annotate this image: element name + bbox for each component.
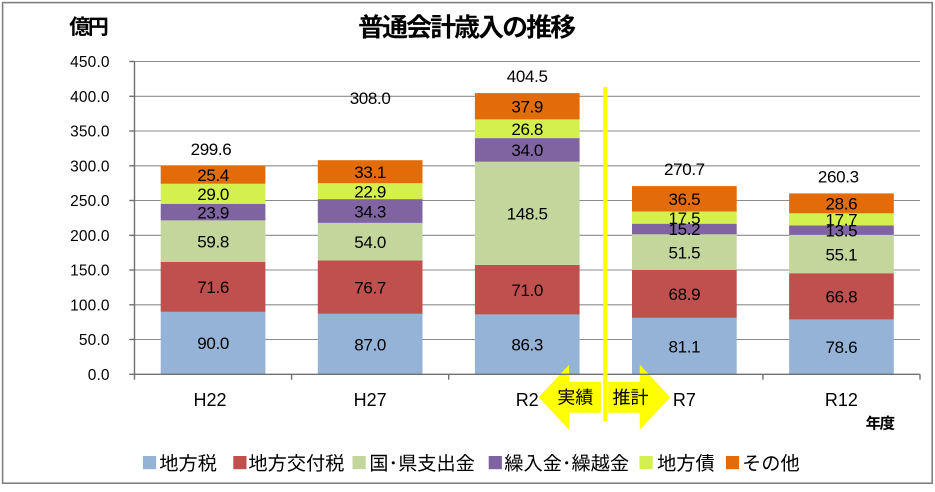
svg-text:400.0: 400.0 xyxy=(70,89,110,106)
svg-text:450.0: 450.0 xyxy=(70,54,110,71)
svg-text:150.0: 150.0 xyxy=(70,263,110,280)
svg-text:34.0: 34.0 xyxy=(511,141,543,160)
svg-text:37.9: 37.9 xyxy=(511,98,543,117)
svg-text:66.8: 66.8 xyxy=(826,288,858,307)
svg-text:260.3: 260.3 xyxy=(818,167,859,186)
svg-text:50.0: 50.0 xyxy=(79,332,110,349)
svg-text:26.8: 26.8 xyxy=(511,120,543,139)
svg-text:71.0: 71.0 xyxy=(511,281,543,300)
svg-text:13.5: 13.5 xyxy=(826,221,858,240)
svg-text:270.7: 270.7 xyxy=(664,160,705,179)
svg-text:23.9: 23.9 xyxy=(197,203,229,222)
svg-text:R7: R7 xyxy=(673,390,696,410)
svg-text:H22: H22 xyxy=(193,390,226,410)
svg-text:36.5: 36.5 xyxy=(669,190,701,209)
svg-text:81.1: 81.1 xyxy=(669,337,701,356)
svg-text:59.8: 59.8 xyxy=(197,232,229,251)
svg-text:15.2: 15.2 xyxy=(669,220,701,239)
svg-text:100.0: 100.0 xyxy=(70,297,110,314)
svg-text:54.0: 54.0 xyxy=(354,233,386,252)
svg-text:R12: R12 xyxy=(825,390,858,410)
svg-text:0.0: 0.0 xyxy=(88,367,110,384)
svg-text:28.6: 28.6 xyxy=(826,195,858,214)
svg-text:86.3: 86.3 xyxy=(511,336,543,355)
svg-text:22.9: 22.9 xyxy=(354,182,386,201)
svg-text:250.0: 250.0 xyxy=(70,193,110,210)
svg-text:90.0: 90.0 xyxy=(197,334,229,353)
svg-text:25.4: 25.4 xyxy=(197,166,229,185)
svg-text:H27: H27 xyxy=(354,390,387,410)
svg-text:68.9: 68.9 xyxy=(669,285,701,304)
svg-text:55.1: 55.1 xyxy=(826,245,858,264)
svg-text:76.7: 76.7 xyxy=(354,278,386,297)
svg-text:29.0: 29.0 xyxy=(197,185,229,204)
svg-text:R2: R2 xyxy=(516,390,539,410)
svg-text:200.0: 200.0 xyxy=(70,228,110,245)
svg-text:17.7: 17.7 xyxy=(826,211,858,230)
svg-text:148.5: 148.5 xyxy=(507,205,548,224)
svg-text:404.5: 404.5 xyxy=(507,67,548,86)
svg-text:17.5: 17.5 xyxy=(669,209,701,228)
svg-text:78.6: 78.6 xyxy=(826,338,858,357)
svg-text:300.0: 300.0 xyxy=(70,158,110,175)
svg-text:33.1: 33.1 xyxy=(354,163,386,182)
svg-text:299.6: 299.6 xyxy=(191,140,232,159)
svg-text:308.0: 308.0 xyxy=(350,89,391,108)
svg-text:87.0: 87.0 xyxy=(354,335,386,354)
svg-text:350.0: 350.0 xyxy=(70,124,110,141)
svg-text:34.3: 34.3 xyxy=(354,202,386,221)
svg-text:51.5: 51.5 xyxy=(669,243,701,262)
svg-text:71.6: 71.6 xyxy=(197,278,229,297)
